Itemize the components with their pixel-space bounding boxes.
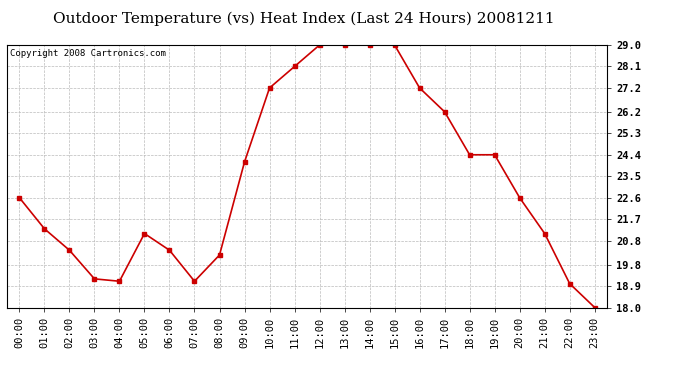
Text: Outdoor Temperature (vs) Heat Index (Last 24 Hours) 20081211: Outdoor Temperature (vs) Heat Index (Las… [53,11,554,26]
Text: Copyright 2008 Cartronics.com: Copyright 2008 Cartronics.com [10,49,166,58]
